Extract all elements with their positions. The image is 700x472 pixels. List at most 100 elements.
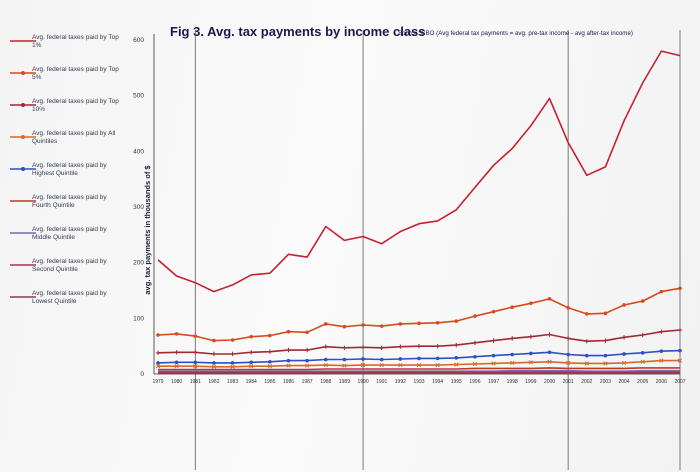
x-tick-label: 1997 <box>488 379 499 385</box>
series-point <box>361 323 365 327</box>
y-tick-label: 0 <box>140 371 144 378</box>
legend-label: Avg. federal taxes paid by Fourth Quinti… <box>32 194 107 209</box>
x-tick-label: 2006 <box>656 379 667 385</box>
series-point <box>565 336 571 341</box>
y-tick-label: 600 <box>133 37 144 44</box>
series-point <box>435 343 440 349</box>
axes: 0 100 200 300 400 500 600 1979 1980 1981 1982 1983 1… <box>133 34 686 385</box>
chart-source-note: Source: CBO (Avg federal tax payments = … <box>398 30 633 37</box>
series-point <box>454 342 459 348</box>
legend-swatch <box>10 167 36 171</box>
series-point <box>398 357 403 361</box>
series-point <box>472 340 478 346</box>
series-point <box>491 361 496 366</box>
x-tick-label: 1982 <box>208 379 219 385</box>
legend-swatch <box>10 40 36 42</box>
x-tick-label: 2003 <box>600 379 611 385</box>
series-point <box>491 353 496 358</box>
series-point <box>677 358 683 363</box>
series-point <box>510 336 515 341</box>
legend-item: Avg. federal taxes paid by All Quintiles <box>8 130 126 158</box>
series-point <box>174 332 179 336</box>
series-point <box>249 334 254 339</box>
series-point <box>342 324 347 329</box>
legend-item: Avg. federal taxes paid by Top 5% <box>8 66 126 94</box>
legend-item: Avg. federal taxes paid by Second Quinti… <box>8 258 126 286</box>
series-point <box>342 357 347 362</box>
series-group <box>155 358 683 369</box>
x-tick-label: 1992 <box>395 379 406 385</box>
series-point <box>416 362 422 368</box>
series-line <box>157 329 681 355</box>
series-point <box>528 334 534 339</box>
legend-label: Avg. federal taxes paid by Top 1% <box>32 34 119 49</box>
series-point <box>659 329 664 334</box>
series-point <box>230 338 235 342</box>
x-tick-label: 1988 <box>320 379 331 385</box>
series-point <box>435 356 440 361</box>
series-point <box>174 360 179 365</box>
series-point <box>622 352 626 356</box>
series-point <box>417 356 421 361</box>
series-point <box>659 358 664 363</box>
chart-legend: Avg. federal taxes paid by Top 1% Avg. fe… <box>8 34 126 322</box>
series-point <box>547 350 552 355</box>
series-point <box>547 359 552 364</box>
x-tick-label: 2005 <box>637 379 648 385</box>
series-point <box>379 324 384 328</box>
series-line <box>158 359 680 368</box>
series-point <box>621 335 627 340</box>
x-tick-label: 1979 <box>152 379 163 385</box>
x-tick-label: 1990 <box>358 379 369 385</box>
series-point <box>268 333 272 338</box>
series-point <box>398 322 403 326</box>
series-point <box>528 360 534 365</box>
x-tick-label: 1994 <box>432 379 443 385</box>
x-tick-label: 1995 <box>451 379 462 385</box>
legend-label: Avg. federal taxes paid by All Quintiles <box>32 130 116 145</box>
series-group <box>155 327 683 357</box>
legend-item: Avg. federal taxes paid by Lowest Quinti… <box>8 290 126 318</box>
series-point <box>640 351 645 355</box>
series-point <box>230 361 235 365</box>
legend-label: Avg. federal taxes paid by Top 5% <box>32 66 119 81</box>
series-point <box>323 344 328 349</box>
legend-item: Avg. federal taxes paid by Top 1% <box>8 34 126 62</box>
series-point <box>398 344 403 349</box>
series-point <box>249 360 254 365</box>
series-point <box>584 338 589 344</box>
x-tick-label: 1989 <box>339 379 350 385</box>
series-point <box>529 301 533 306</box>
chart-title: Fig 3. Avg. tax payments by income class <box>170 24 426 39</box>
series-point <box>491 309 496 314</box>
series-group <box>156 348 682 365</box>
x-tick-label: 1980 <box>171 379 182 385</box>
series-point <box>249 350 254 355</box>
y-tick-label: 500 <box>133 93 144 100</box>
series-point <box>584 312 589 316</box>
y-axis-label: avg. tax payments in thousands of $ <box>143 165 152 295</box>
series-point <box>193 350 198 355</box>
y-tick-label: 200 <box>133 260 144 267</box>
series-point <box>286 329 291 334</box>
legend-swatch <box>10 296 36 298</box>
series-point <box>323 322 328 326</box>
legend-swatch <box>10 103 36 107</box>
legend-label: Avg. federal taxes paid by Middle Quinti… <box>32 226 107 241</box>
series-point <box>603 353 608 358</box>
series-point <box>510 360 515 366</box>
legend-label: Avg. federal taxes paid by Highest Quint… <box>32 162 107 177</box>
series-lines <box>155 50 683 375</box>
series-point <box>323 362 328 368</box>
series-point <box>547 297 552 301</box>
x-tick-label: 1986 <box>283 379 294 385</box>
series-point <box>379 362 384 368</box>
series-point <box>305 330 309 335</box>
series-point <box>510 305 515 310</box>
series-point <box>621 360 627 366</box>
series-point <box>360 362 366 368</box>
series-point <box>193 364 198 369</box>
series-point <box>510 352 515 357</box>
